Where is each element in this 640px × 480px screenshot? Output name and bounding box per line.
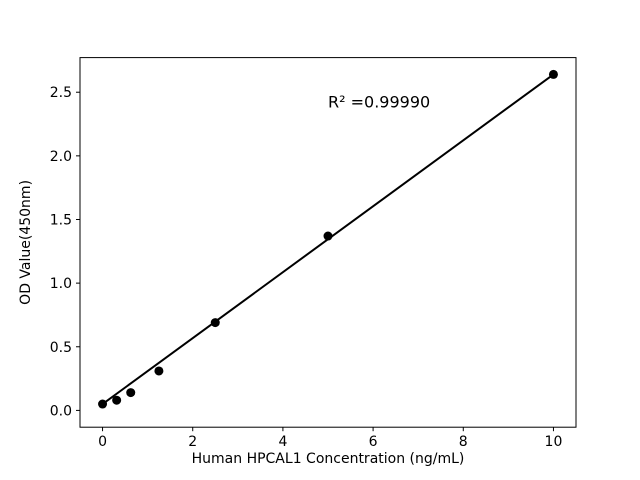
data-point bbox=[154, 366, 164, 376]
y-tick-label: 1.5 bbox=[50, 212, 72, 228]
y-tick-label: 1.0 bbox=[50, 276, 72, 292]
y-tick-label: 2.0 bbox=[50, 149, 72, 165]
chart-dynamic-layer: 0 2 4 6 8 10 0.0 0.5 1.0 1.5 2.0 2.5 bbox=[50, 57, 577, 450]
data-point bbox=[112, 395, 122, 405]
x-tick-label: 0 bbox=[98, 434, 107, 450]
data-point bbox=[548, 69, 558, 79]
data-point bbox=[210, 318, 220, 328]
x-tick-label: 4 bbox=[278, 434, 287, 450]
r-squared-annotation: R² =0.99990 bbox=[328, 92, 430, 111]
x-tick-label: 2 bbox=[188, 434, 197, 450]
data-point bbox=[98, 399, 108, 409]
x-tick-label: 10 bbox=[545, 434, 563, 450]
x-tick-label: 8 bbox=[459, 434, 468, 450]
data-point bbox=[126, 388, 136, 398]
x-tick-label: 6 bbox=[369, 434, 378, 450]
y-tick-label: 0.5 bbox=[50, 340, 72, 356]
y-axis-label: OD Value(450nm) bbox=[18, 180, 34, 305]
y-tick-label: 2.5 bbox=[50, 85, 72, 101]
axes-frame bbox=[79, 57, 577, 428]
data-point bbox=[323, 231, 333, 241]
x-axis-label: Human HPCAL1 Concentration (ng/mL) bbox=[192, 451, 465, 467]
y-tick-label: 0.0 bbox=[50, 403, 72, 419]
